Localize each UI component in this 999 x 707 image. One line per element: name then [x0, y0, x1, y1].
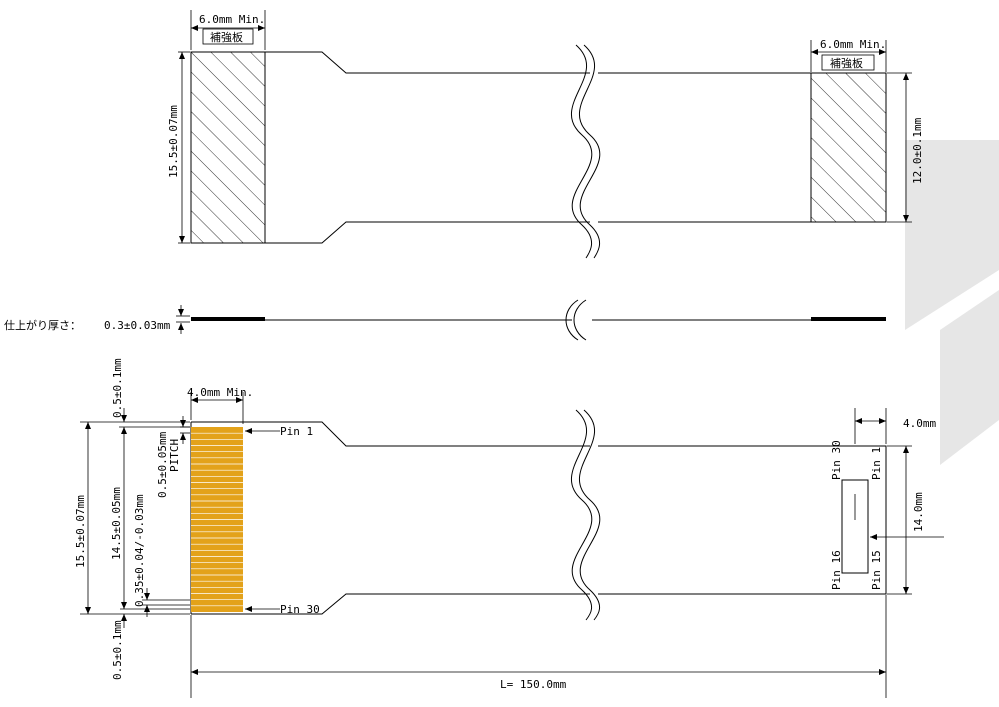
contact-length-dimension: 4.0mm Min. — [187, 386, 253, 399]
total-length-dimension: L= 150.0mm — [500, 678, 567, 691]
window-offset-dimension: 4.0mm — [903, 417, 936, 430]
bottom-view: 4.0mm Min. Pin 1 Pin 30 0.5±0.05mm PITCH… — [74, 358, 944, 698]
edge-bottom-dimension: 0.5±0.1mm — [111, 620, 124, 680]
stiffener-right-label: 補強板 — [830, 56, 863, 70]
pin-width-dimension: 0.35±0.04/-0.03mm — [133, 494, 146, 607]
window-height-dimension: 14.0mm — [912, 492, 925, 532]
overall-width-dimension: 15.5±0.07mm — [74, 495, 87, 568]
right-height-dimension: 12.0±0.1mm — [911, 117, 924, 184]
stiffener-right — [810, 72, 887, 223]
watermark-shape — [905, 140, 999, 465]
stiffener-left — [190, 51, 266, 244]
stiffener-left-label: 補強板 — [210, 30, 243, 44]
window-pin-15: Pin 15 — [870, 550, 883, 590]
left-height-dimension: 15.5±0.07mm — [167, 105, 180, 178]
gold-contacts — [191, 427, 243, 612]
thickness-value: 0.3±0.03mm — [104, 319, 171, 332]
window-pin-30: Pin 30 — [830, 440, 843, 480]
window-pin-16: Pin 16 — [830, 550, 843, 590]
pin-30-label: Pin 30 — [280, 603, 320, 616]
stiffener-right-width: 6.0mm Min. — [820, 38, 886, 51]
contact-span-dimension: 14.5±0.05mm — [110, 487, 123, 560]
top-view: 6.0mm Min. 補強板 6.0mm Min. 補強板 15.5±0.07m… — [167, 10, 924, 259]
break-mark-top — [570, 44, 593, 259]
pitch-value: 0.5±0.05mm — [156, 431, 169, 498]
pitch-label: PITCH — [168, 439, 181, 472]
thickness-label: 仕上がり厚さ： — [4, 318, 81, 332]
edge-top-dimension: 0.5±0.1mm — [111, 358, 124, 418]
break-mark-bottom — [570, 409, 593, 621]
connector-window — [841, 479, 869, 574]
stiffener-left-width: 6.0mm Min. — [199, 13, 265, 26]
pin-1-label: Pin 1 — [280, 425, 313, 438]
side-view: 仕上がり厚さ： 0.3±0.03mm — [4, 299, 886, 341]
window-pin-1: Pin 1 — [870, 447, 883, 480]
